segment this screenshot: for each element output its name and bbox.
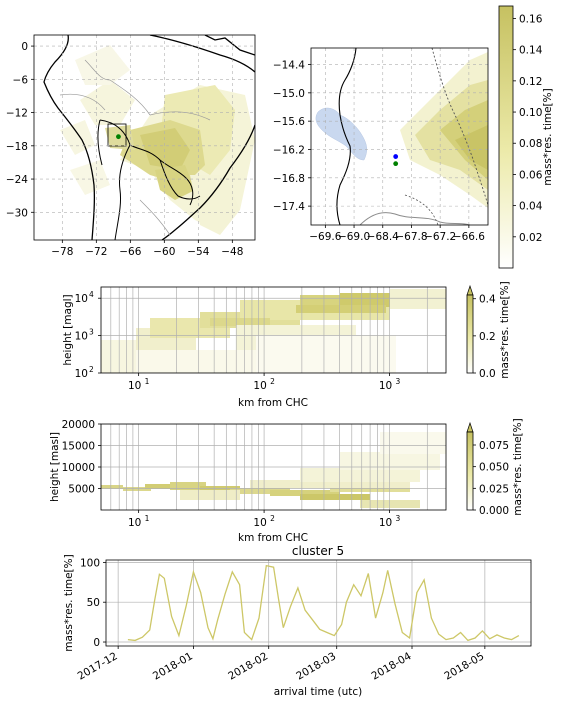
overview-ytick-label: −12 [6, 108, 28, 120]
asl-colorbar-tick-label: 0.025 [479, 483, 509, 495]
series-line-0 [127, 564, 520, 642]
zoom-ytick-label: −16.2 [273, 144, 305, 156]
height-asl-xtick-label: 10 [253, 517, 266, 529]
agl-colorbar-tick-label: 0.0 [479, 368, 496, 380]
timeseries-title: cluster 5 [292, 544, 344, 558]
asl-colorbar-tick-label: 0.000 [479, 505, 509, 517]
height-agl-xtick-label: 10 [128, 380, 141, 392]
height-agl-ytick-label: 10 [75, 331, 88, 343]
height-agl-ytick-exp: 2 [89, 365, 94, 374]
map-colorbar-tick-label: 0.02 [519, 232, 542, 244]
asl-colorbar: 0.000 0.025 0.050 0.075 mass*res. time[%] [466, 418, 524, 517]
height-asl-ytick-label: 10000 [62, 462, 95, 474]
map-colorbar-tick-label: 0.10 [519, 107, 542, 119]
asl-colorbar-tick-label: 0.075 [479, 440, 509, 452]
map-colorbar-tick-label: 0.04 [519, 201, 543, 213]
height-agl-xtick-exp: 1 [145, 377, 150, 386]
agl-colorbar: 0.0 0.2 0.4 mass*res. time[%] [466, 281, 511, 380]
asl-colorbar-tick-label: 0.050 [479, 462, 509, 474]
height-agl-xtick-exp: 2 [270, 377, 275, 386]
zoom-ytick-label: −17.4 [273, 201, 305, 213]
station-point-green [393, 161, 399, 167]
timeseries-xtick-label: 2018-04 [370, 650, 414, 682]
height-agl-ytick-exp: 4 [89, 290, 94, 299]
overview-ytick-label: −6 [13, 74, 29, 86]
overview-footprint [60, 45, 255, 235]
height-asl-xtick-exp: 3 [396, 514, 401, 523]
timeseries-xtick-label: 2018-03 [294, 650, 338, 682]
height-agl-ytick-exp: 3 [89, 328, 94, 337]
zoom-xtick-label: −68.4 [367, 231, 399, 243]
zoom-xtick-label: −66.6 [453, 231, 485, 243]
height-asl-ytick-label: 20000 [62, 419, 95, 431]
height-asl-ytick-label: 15000 [62, 441, 95, 453]
map-colorbar-tick-label: 0.12 [519, 76, 542, 88]
timeseries-ytick-label: 50 [87, 597, 100, 609]
overview-xtick-label: −66 [119, 246, 141, 258]
overview-ytick-label: −30 [6, 207, 28, 219]
timeseries-ytick-label: 100 [80, 557, 100, 569]
zoom-xtick-label: −69.6 [309, 231, 341, 243]
map-colorbar: 0.02 0.04 0.06 0.08 0.10 0.12 0.14 0.16 mass*re… [498, 5, 554, 269]
zoom-xtick-label: −67.2 [424, 231, 456, 243]
zoom-region-box [107, 123, 127, 147]
agl-colorbar-tick-label: 0.2 [479, 331, 496, 343]
height-asl-xlabel: km from CHC [238, 532, 308, 544]
timeseries-xtick-label: 2018-01 [151, 650, 195, 682]
overview-ytick-label: −18 [6, 141, 28, 153]
height-asl-panel: 10 1 10 2 10 3 5000 10000 15000 20000 km from CHC… [49, 419, 447, 544]
zoom-ytick-label: −16.8 [273, 173, 305, 185]
map-colorbar-label: mass*res. time[%] [542, 88, 554, 185]
height-asl-xtick-label: 10 [128, 517, 141, 529]
map-colorbar-tick-label: 0.14 [519, 45, 543, 57]
zoom-xtick-label: −67.8 [395, 231, 427, 243]
station-point-blue [393, 154, 399, 159]
overview-xtick-label: −48 [221, 246, 243, 258]
overview-xtick-label: −72 [85, 246, 107, 258]
height-agl-xtick-label: 10 [379, 380, 392, 392]
asl-colorbar-label: mass*res. time[%] [512, 418, 524, 515]
map-colorbar-tick-label: 0.06 [519, 169, 543, 181]
agl-colorbar-label: mass*res. time[%] [499, 281, 511, 378]
overview-xtick-label: −78 [51, 246, 73, 258]
zoom-ytick-label: −15.6 [273, 116, 305, 128]
height-agl-ytick-label: 10 [75, 293, 88, 305]
timeseries-xtick-label: 2018-05 [442, 650, 486, 682]
zoom-map-area [311, 48, 488, 225]
overview-map-area [34, 35, 255, 240]
zoom-map: −69.6−69.0−68.4−67.8−67.2−66.6 −14.4 −15.0… [273, 47, 489, 243]
height-asl-heatmap [101, 432, 446, 508]
overview-ytick-label: 0 [21, 41, 28, 53]
overview-map: −78 −72 −66 −60 −54 −48 0 −6 −12 −18 −24 −30 [6, 34, 256, 258]
height-agl-ytick-label: 10 [75, 368, 88, 380]
zoom-ytick-label: −14.4 [273, 60, 305, 72]
station-marker [116, 134, 121, 140]
height-asl-ytick-label: 5000 [68, 484, 95, 496]
agl-colorbar-tick-label: 0.4 [479, 294, 496, 306]
height-agl-xtick-exp: 3 [396, 377, 401, 386]
height-agl-xlabel: km from CHC [238, 397, 308, 409]
height-asl-xtick-exp: 2 [270, 514, 275, 523]
zoom-ytick-label: −15.0 [273, 88, 305, 100]
zoom-xtick-label: −69.0 [338, 231, 370, 243]
overview-xtick-label: −60 [153, 246, 175, 258]
overview-xtick-label: −54 [187, 246, 209, 258]
overview-ytick-label: −24 [6, 174, 28, 186]
timeseries-ytick-label: 0 [93, 637, 100, 649]
timeseries-ylabel: mass*res. time[%] [63, 554, 75, 651]
timeseries-panel: cluster 5 2017-12 2018-01 2018-02 2018-03 20… [63, 544, 532, 698]
height-asl-xtick-label: 10 [379, 517, 392, 529]
timeseries-xlabel: arrival time (utc) [274, 686, 363, 698]
height-agl-xtick-label: 10 [253, 380, 266, 392]
zoom-footprint [400, 52, 488, 208]
height-agl-ylabel: height [magl] [62, 294, 74, 365]
height-asl-ylabel: height [masl] [49, 432, 61, 502]
height-agl-panel: 10 1 10 2 10 310 210 310 4 km from CHC height [m… [62, 286, 447, 409]
map-colorbar-tick-label: 0.16 [519, 13, 543, 25]
timeseries-xtick-label: 2017-12 [76, 650, 120, 682]
timeseries-xtick-label: 2018-02 [226, 650, 270, 682]
height-asl-xtick-exp: 1 [145, 514, 150, 523]
map-colorbar-tick-label: 0.08 [519, 138, 542, 150]
